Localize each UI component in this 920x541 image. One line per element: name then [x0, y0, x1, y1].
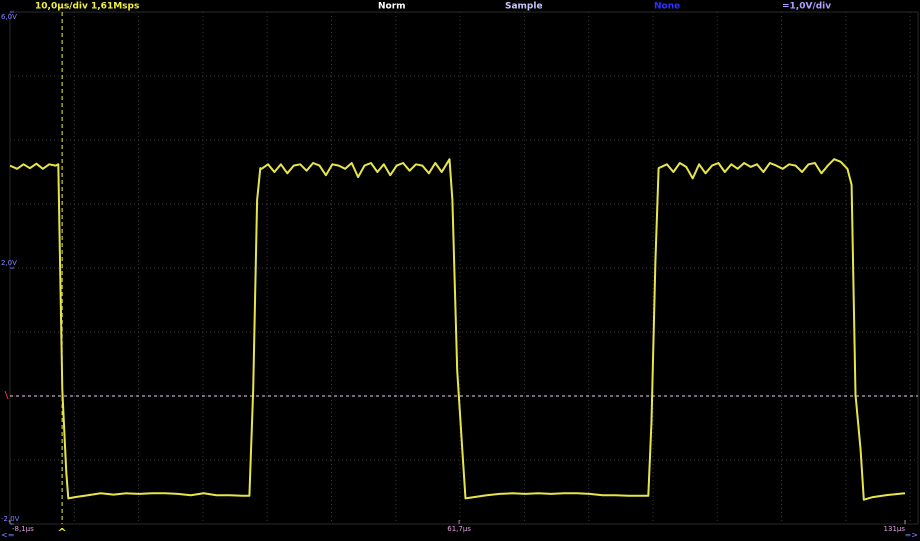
x-tick-label: 61,7µs	[447, 525, 471, 533]
y-tick-label: 6,0V	[1, 13, 17, 21]
trigger-marker: ^	[58, 526, 67, 539]
x-tick-label: -8,1µs	[12, 525, 34, 533]
y-tick-label: 2,0V	[1, 259, 17, 267]
trigger-level-marker	[4, 390, 9, 400]
trace	[9, 158, 906, 501]
status-text: Norm	[378, 2, 406, 12]
status-text: =1,0V/div	[782, 2, 831, 12]
x-tick-label: 131µs	[884, 525, 906, 533]
status-text: Sample	[505, 2, 543, 12]
status-text: 10,0µs/div 1,61Msps	[35, 2, 139, 12]
scroll-right: =>	[905, 531, 918, 540]
status-text: None	[654, 2, 680, 12]
scroll-left: <=	[1, 531, 14, 540]
y-tick-label: -2,0V	[1, 515, 20, 523]
